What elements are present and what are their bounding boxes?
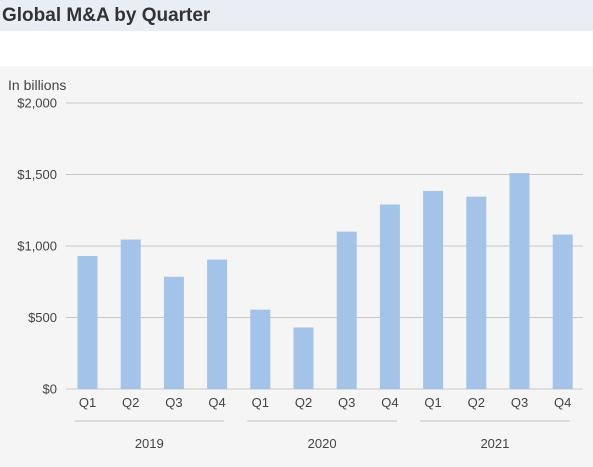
- y-tick-label: $500: [28, 310, 57, 325]
- bar: [163, 276, 184, 389]
- bar: [466, 196, 487, 389]
- x-tick-label: Q4: [381, 395, 398, 410]
- x-tick-label: Q1: [424, 395, 441, 410]
- title-bar: Global M&A by Quarter: [0, 0, 593, 31]
- y-tick-label: $1,000: [17, 239, 57, 254]
- y-tick-label: $0: [43, 382, 57, 397]
- group-label: 2019: [135, 436, 164, 451]
- bar: [509, 173, 530, 389]
- chart-title: Global M&A by Quarter: [2, 5, 211, 26]
- x-tick-label: Q1: [252, 395, 269, 410]
- x-tick-label: Q3: [511, 395, 528, 410]
- bar: [207, 259, 228, 389]
- group-label: 2021: [480, 436, 509, 451]
- bar: [379, 204, 400, 389]
- bar: [120, 239, 141, 389]
- chart-panel: [0, 66, 593, 467]
- group-label: 2020: [308, 436, 337, 451]
- unit-label: In billions: [8, 77, 67, 93]
- y-tick-label: $2,000: [17, 96, 57, 111]
- bar: [293, 327, 314, 389]
- bar: [250, 309, 271, 389]
- x-tick-label: Q4: [208, 395, 225, 410]
- y-tick-label: $1,500: [17, 167, 57, 182]
- x-tick-label: Q2: [122, 395, 139, 410]
- x-tick-label: Q3: [338, 395, 355, 410]
- x-tick-label: Q1: [79, 395, 96, 410]
- bar: [423, 190, 444, 389]
- x-tick-label: Q3: [165, 395, 182, 410]
- bar: [552, 234, 573, 389]
- x-tick-label: Q2: [295, 395, 312, 410]
- bar: [336, 231, 357, 389]
- bar: [77, 256, 98, 389]
- x-tick-label: Q4: [554, 395, 571, 410]
- x-tick-label: Q2: [468, 395, 485, 410]
